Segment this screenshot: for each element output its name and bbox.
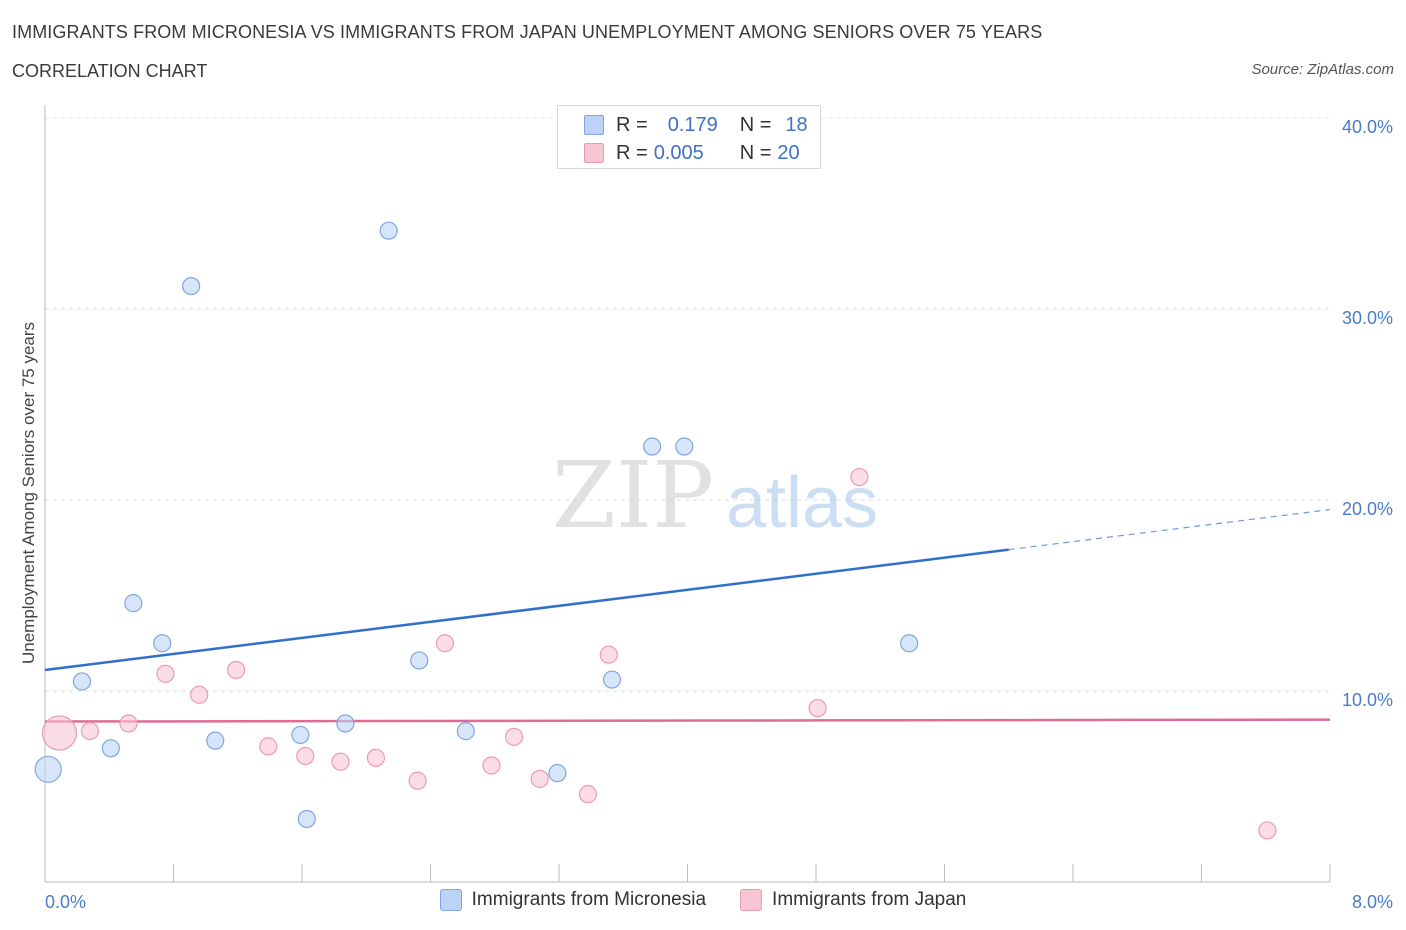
legend-label-japan: Immigrants from Japan bbox=[772, 889, 967, 910]
y-tick-label: 30.0% bbox=[1342, 308, 1393, 328]
japan-point bbox=[482, 756, 501, 775]
japan-legend-swatch bbox=[740, 889, 763, 911]
japan-point bbox=[156, 664, 175, 683]
legend-n-label: N = bbox=[739, 113, 772, 136]
micronesia-point bbox=[548, 764, 567, 783]
japan-trend-line bbox=[44, 718, 1331, 723]
japan-swatch bbox=[584, 143, 604, 163]
micronesia-point bbox=[602, 670, 622, 689]
micronesia-point bbox=[410, 651, 429, 670]
micronesia-point bbox=[456, 722, 475, 741]
micronesia-point bbox=[336, 714, 355, 733]
micronesia-point bbox=[34, 755, 62, 783]
japan-point bbox=[366, 748, 385, 767]
legend-n-value: 20 bbox=[777, 141, 800, 164]
gridlines bbox=[45, 117, 1330, 692]
micronesia-point bbox=[101, 739, 120, 758]
micronesia-trend-extension bbox=[1008, 508, 1331, 551]
japan-point bbox=[296, 746, 315, 766]
legend-r-value: 0.179 bbox=[667, 113, 718, 136]
japan-point bbox=[504, 727, 524, 746]
y-tick-label: 10.0% bbox=[1342, 690, 1393, 710]
legend-row-japan: R = 0.005 N = 20 bbox=[584, 141, 800, 165]
japan-point bbox=[41, 715, 78, 751]
japan-point bbox=[808, 699, 827, 718]
x-tick-label: 8.0% bbox=[1352, 892, 1393, 912]
legend-item-japan[interactable]: Immigrants from Japan bbox=[740, 889, 966, 911]
legend-item-micronesia[interactable]: Immigrants from Micronesia bbox=[439, 889, 707, 911]
watermark-zip: ZIP bbox=[552, 442, 714, 549]
japan-point bbox=[408, 771, 427, 790]
japan-point bbox=[599, 645, 618, 664]
source-credit: Source: ZipAtlas.com bbox=[1251, 61, 1394, 78]
micronesia-swatch bbox=[584, 115, 604, 135]
japan-point bbox=[227, 660, 246, 680]
trend-lines bbox=[44, 508, 1331, 723]
watermark: ZIP atlas bbox=[552, 442, 878, 549]
japan-point bbox=[80, 722, 100, 741]
japan-point bbox=[1258, 821, 1277, 840]
japan-point bbox=[850, 467, 869, 487]
micronesia-legend-swatch bbox=[439, 889, 462, 911]
legend-row-micronesia: R = 0.179 N = 18 bbox=[584, 113, 808, 137]
x-tick-label: 0.0% bbox=[45, 892, 86, 912]
micronesia-trend-line bbox=[44, 548, 1009, 672]
micronesia-point bbox=[124, 594, 143, 613]
micronesia-point bbox=[900, 634, 919, 653]
axes bbox=[44, 105, 1331, 883]
micronesia-point bbox=[182, 276, 201, 296]
legend-n-value: 18 bbox=[785, 113, 808, 136]
series-legend: Immigrants from Micronesia Immigrants fr… bbox=[0, 889, 1406, 911]
micronesia-point bbox=[643, 437, 662, 456]
stats-legend: R = 0.179 N = 18 R = 0.005 N = 20 bbox=[557, 105, 821, 169]
japan-point bbox=[259, 737, 278, 756]
legend-n-label: N = bbox=[739, 141, 772, 164]
legend-r-label: R = bbox=[616, 141, 648, 164]
micronesia-point bbox=[153, 634, 172, 653]
y-axis-label: Unemployment Among Seniors over 75 years bbox=[19, 322, 38, 664]
micronesia-point bbox=[297, 809, 316, 829]
chart-subtitle: CORRELATION CHART bbox=[12, 61, 208, 81]
japan-point bbox=[190, 685, 209, 704]
japan-point bbox=[331, 752, 350, 771]
chart-title: IMMIGRANTS FROM MICRONESIA VS IMMIGRANTS… bbox=[12, 22, 1043, 42]
data-points bbox=[34, 221, 1277, 840]
micronesia-point bbox=[675, 437, 694, 456]
y-tick-label: 40.0% bbox=[1342, 117, 1393, 137]
y-tick-label: 20.0% bbox=[1342, 499, 1393, 519]
japan-point bbox=[530, 769, 549, 788]
japan-point bbox=[578, 785, 598, 804]
micronesia-point bbox=[379, 221, 398, 240]
legend-r-value: 0.005 bbox=[653, 141, 704, 164]
micronesia-point bbox=[72, 672, 92, 691]
micronesia-point bbox=[291, 725, 310, 745]
y-tick-labels: 10.0% 20.0% 30.0% 40.0% bbox=[1342, 117, 1393, 710]
x-tick-labels: 0.0% 8.0% bbox=[45, 892, 1393, 912]
japan-point bbox=[119, 714, 138, 733]
legend-r-label: R = bbox=[616, 113, 648, 136]
legend-label-micronesia: Immigrants from Micronesia bbox=[471, 889, 707, 910]
micronesia-point bbox=[206, 731, 225, 750]
japan-point bbox=[435, 634, 455, 653]
